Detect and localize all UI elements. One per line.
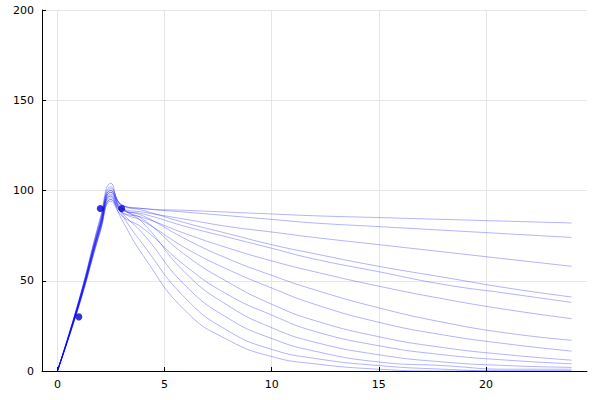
- svg-text:15: 15: [372, 378, 386, 391]
- svg-text:100: 100: [13, 184, 34, 197]
- svg-text:150: 150: [13, 94, 34, 107]
- svg-text:5: 5: [161, 378, 168, 391]
- svg-text:0: 0: [27, 365, 34, 378]
- svg-text:20: 20: [479, 378, 493, 391]
- svg-text:200: 200: [13, 4, 34, 17]
- svg-text:10: 10: [265, 378, 279, 391]
- svg-text:0: 0: [54, 378, 61, 391]
- svg-text:50: 50: [20, 274, 34, 287]
